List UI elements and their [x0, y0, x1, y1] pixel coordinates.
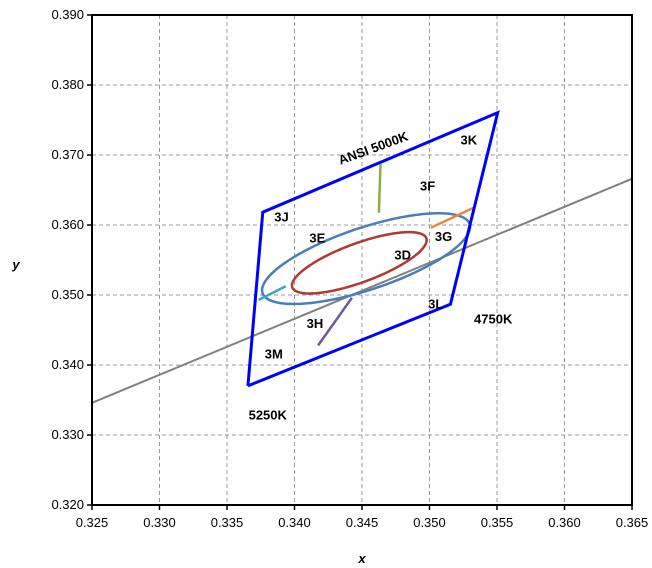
plot-area: [92, 110, 632, 404]
annotation-label: 3G: [435, 229, 452, 244]
annotation-label: 3E: [309, 231, 325, 246]
annotation-label: 3L: [428, 296, 443, 311]
y-tick-label: 0.370: [51, 147, 84, 162]
x-axis-title: x: [357, 551, 366, 566]
annotation-label: 3F: [420, 179, 435, 194]
y-tick-label: 0.320: [51, 497, 84, 512]
y-tick-label: 0.360: [51, 217, 84, 232]
x-tick-label: 0.345: [346, 515, 379, 530]
series-seg_right: [430, 206, 474, 229]
x-tick-label: 0.335: [211, 515, 244, 530]
annotation-label: 3D: [394, 247, 411, 262]
annotation-label: 3J: [274, 210, 288, 225]
x-tick-label: 0.355: [481, 515, 514, 530]
annotation-label: 4750K: [474, 312, 513, 327]
x-tick-label: 0.360: [548, 515, 581, 530]
annotation-label: 3H: [307, 316, 324, 331]
series-seg_bottom: [317, 297, 353, 347]
y-tick-label: 0.380: [51, 77, 84, 92]
annotation-label: 3K: [461, 133, 478, 148]
series-seg_left: [258, 285, 287, 302]
grid: [92, 15, 632, 505]
ellipse-outer_ellipse: [260, 211, 472, 306]
x-tick-label: 0.365: [616, 515, 649, 530]
series-blackbody: [92, 177, 632, 404]
ellipse-inner_ellipse: [290, 230, 428, 295]
x-tick-label: 0.330: [143, 515, 176, 530]
annotation-label: 5250K: [249, 408, 288, 423]
y-tick-label: 0.350: [51, 287, 84, 302]
axis-ticks: 0.325 0.330 0.335 0.340 0.345 0.350 0.355 0.360…: [51, 7, 648, 530]
series-seg_top: [377, 164, 382, 213]
y-tick-label: 0.390: [51, 7, 84, 22]
x-tick-label: 0.350: [413, 515, 446, 530]
x-tick-label: 0.325: [76, 515, 109, 530]
x-tick-label: 0.340: [278, 515, 311, 530]
series-quadrangle: [246, 110, 500, 388]
annotation-label: 3M: [265, 347, 283, 362]
y-tick-label: 0.330: [51, 427, 84, 442]
y-tick-label: 0.340: [51, 357, 84, 372]
y-axis-title: y: [11, 257, 20, 272]
